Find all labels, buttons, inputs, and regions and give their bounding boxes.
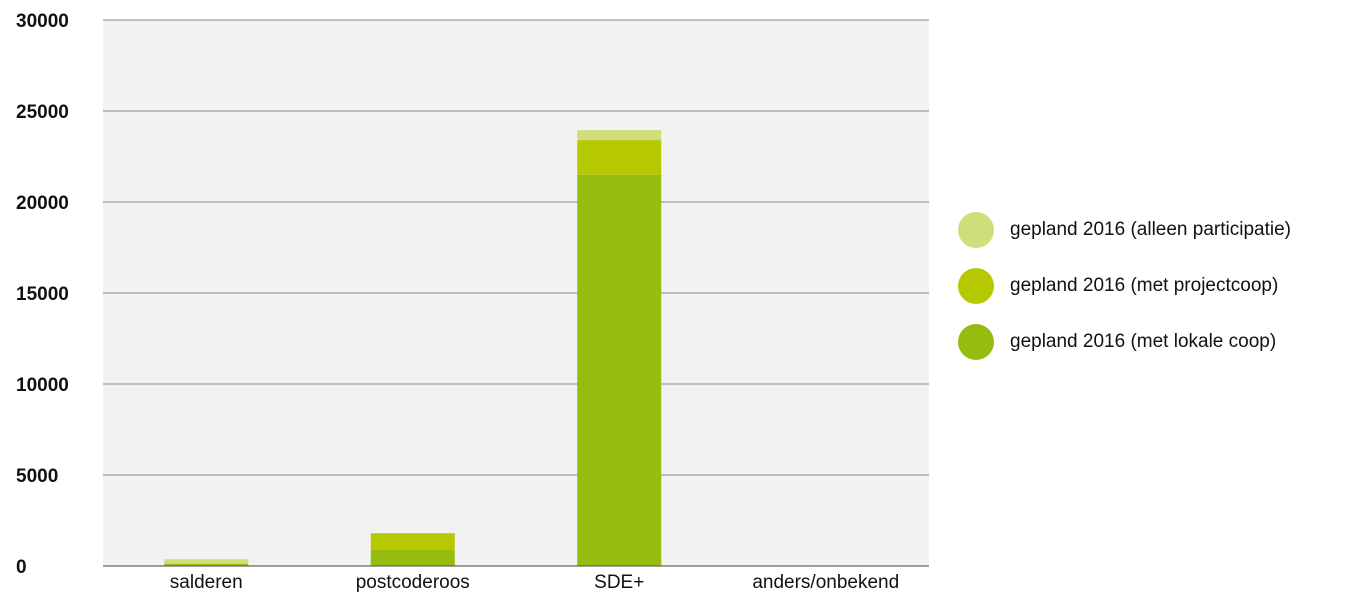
- legend-label: gepland 2016 (alleen participatie): [1010, 219, 1291, 240]
- x-axis-ticks: salderen postcoderoos SDE+ anders/onbekend: [170, 572, 899, 593]
- bars: [164, 130, 662, 566]
- legend-item: gepland 2016 (alleen participatie): [958, 212, 1291, 248]
- bar-segment: [577, 130, 662, 141]
- bar-segment: [164, 559, 249, 564]
- y-axis-ticks: 0 5000 10000 15000 20000 25000 30000: [16, 11, 69, 578]
- legend-swatch: [958, 268, 994, 304]
- bar-segment: [577, 174, 662, 566]
- bar-segment: [164, 563, 249, 566]
- gridlines: [103, 19, 929, 476]
- bar-segment: [577, 140, 662, 175]
- legend-item: gepland 2016 (met lokale coop): [958, 324, 1291, 360]
- y-tick-label: 25000: [16, 102, 69, 123]
- x-tick-label: SDE+: [594, 572, 644, 593]
- y-tick-label: 10000: [16, 375, 69, 396]
- y-tick-label: 30000: [16, 11, 69, 32]
- y-tick-label: 0: [16, 557, 27, 578]
- legend-swatch: [958, 212, 994, 248]
- legend-item: gepland 2016 (met projectcoop): [958, 268, 1291, 304]
- bar-segment: [370, 533, 455, 550]
- legend-label: gepland 2016 (met lokale coop): [1010, 331, 1277, 352]
- x-tick-label: anders/onbekend: [752, 572, 899, 593]
- legend-label: gepland 2016 (met projectcoop): [1010, 275, 1279, 296]
- legend-swatch: [958, 324, 994, 360]
- legend: gepland 2016 (alleen participatie) geplan…: [958, 212, 1291, 380]
- y-tick-label: 20000: [16, 193, 69, 214]
- x-tick-label: postcoderoos: [356, 572, 470, 593]
- bar-segment: [370, 549, 455, 566]
- y-tick-label: 5000: [16, 466, 58, 487]
- y-tick-label: 15000: [16, 284, 69, 305]
- x-tick-label: salderen: [170, 572, 243, 593]
